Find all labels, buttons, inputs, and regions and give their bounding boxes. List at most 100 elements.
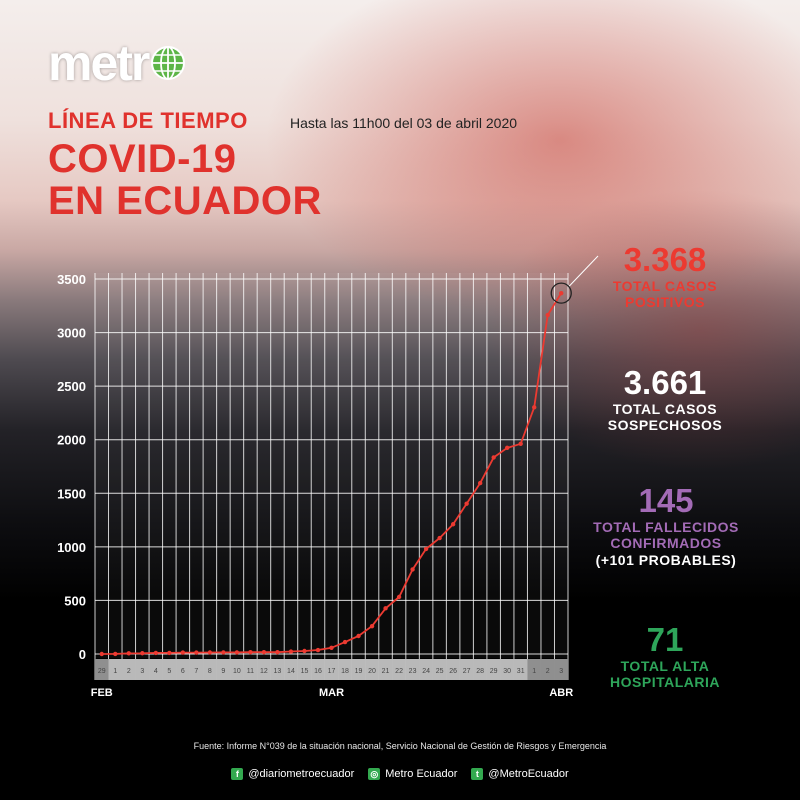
day-cell: [162, 659, 177, 680]
stat-alta: 71 TOTAL ALTA HOSPITALARIA: [590, 622, 740, 691]
day-cell: [257, 659, 271, 680]
data-point: [194, 650, 199, 655]
day-cell: [527, 659, 541, 680]
data-point: [140, 651, 145, 656]
data-point: [329, 645, 334, 650]
day-cell: [284, 659, 298, 680]
facebook-handle: @diariometroecuador: [248, 768, 355, 780]
data-point: [423, 546, 429, 552]
x-tick-label: 2: [546, 668, 550, 675]
x-tick-label: 21: [382, 668, 390, 675]
day-cell: [405, 659, 420, 680]
twitter-link[interactable]: t @MetroEcuador: [471, 768, 569, 780]
month-label: MAR: [319, 687, 344, 699]
day-cell: [500, 659, 514, 680]
day-cell: [378, 659, 393, 680]
x-tick-label: 9: [221, 668, 225, 675]
day-cell: [230, 659, 244, 680]
day-cell: [351, 659, 366, 680]
x-tick-label: 7: [194, 668, 198, 675]
x-tick-label: 29: [98, 668, 106, 675]
data-point: [342, 639, 348, 645]
day-cell: [95, 659, 109, 680]
data-point: [234, 650, 240, 655]
x-tick-label: 4: [154, 668, 158, 675]
x-tick-label: 16: [314, 668, 322, 675]
stat-sospechosos: 3.661 TOTAL CASOS SOSPECHOSOS: [590, 365, 740, 434]
data-point: [450, 522, 456, 527]
x-tick-label: 26: [449, 668, 457, 675]
day-cell: [459, 659, 474, 680]
x-tick-label: 12: [260, 668, 268, 675]
data-point: [221, 650, 226, 655]
data-point: [99, 651, 104, 657]
data-point: [518, 441, 523, 446]
y-tick-label: 1000: [57, 540, 86, 555]
x-tick-label: 13: [274, 668, 282, 675]
x-tick-label: 19: [355, 668, 363, 675]
y-tick-label: 3500: [57, 272, 86, 287]
data-point: [491, 455, 496, 460]
month-label: ABR: [549, 687, 573, 699]
x-tick-label: 1: [113, 668, 117, 675]
data-point: [396, 594, 402, 600]
x-tick-label: 25: [436, 668, 444, 675]
x-tick-label: 27: [463, 668, 471, 675]
vertical-gridlines: [94, 273, 569, 680]
day-cell: [203, 659, 217, 680]
day-cell: [176, 659, 190, 680]
facebook-link[interactable]: f @diariometroecuador: [231, 768, 354, 780]
callout-connector: [568, 255, 599, 287]
globe-icon: [150, 45, 186, 86]
x-tick-label: 29: [490, 668, 498, 675]
day-cell: [432, 659, 447, 680]
x-tick-label: 17: [328, 668, 336, 675]
day-cell: [392, 659, 406, 680]
day-cell: [446, 659, 460, 680]
instagram-handle: Metro Ecuador: [385, 768, 458, 780]
day-cell: [338, 659, 352, 680]
logo-text: metr: [48, 35, 150, 91]
data-point: [275, 649, 280, 655]
data-point: [113, 651, 118, 657]
data-point: [315, 647, 321, 653]
x-tick-label: 3: [559, 668, 563, 675]
positivos-label-1: TOTAL CASOS: [612, 278, 718, 294]
alta-label-2: HOSPITALARIA: [610, 674, 720, 690]
data-point: [532, 405, 537, 410]
day-cell: [297, 659, 312, 680]
data-point: [559, 290, 564, 296]
data-point: [477, 480, 483, 486]
positivos-label-2: POSITIVOS: [625, 294, 705, 310]
page-title: COVID-19 EN ECUADOR: [48, 138, 322, 222]
x-tick-label: 18: [341, 668, 349, 675]
month-label: FEB: [91, 687, 113, 699]
day-cell: [216, 659, 231, 680]
day-cell: [311, 659, 325, 680]
x-tick-label: 22: [395, 668, 403, 675]
day-cell: [135, 659, 150, 680]
x-tick-label: 14: [287, 668, 295, 675]
data-point: [356, 633, 361, 639]
instagram-icon: ◎: [368, 768, 381, 780]
data-point: [248, 649, 253, 655]
data-point: [261, 649, 267, 655]
x-tick-label: 11: [247, 668, 254, 675]
data-point: [167, 650, 172, 656]
data-point: [207, 650, 213, 655]
x-tick-label: 10: [233, 668, 241, 675]
facebook-icon: f: [231, 768, 244, 780]
day-cell: [122, 659, 136, 680]
fallecidos-probables: (+101 PROBABLES): [595, 552, 737, 568]
day-cell: [419, 659, 433, 680]
y-tick-label: 2500: [57, 379, 86, 394]
instagram-link[interactable]: ◎ Metro Ecuador: [368, 768, 457, 780]
sospechosos-label-1: TOTAL CASOS: [612, 401, 718, 417]
title-line-2: EN ECUADOR: [48, 179, 322, 223]
day-cell: [189, 659, 204, 680]
x-tick-label: 2: [127, 668, 131, 675]
day-cell: [324, 659, 339, 680]
social-links: f @diariometroecuador ◎ Metro Ecuador t …: [0, 768, 800, 780]
data-point: [126, 651, 131, 656]
